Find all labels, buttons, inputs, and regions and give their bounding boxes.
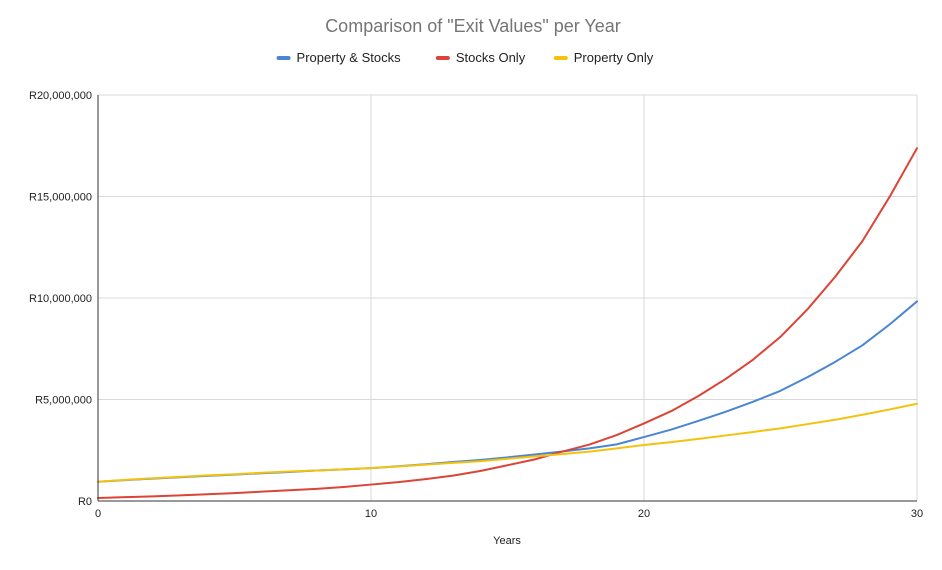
legend-item: Property & Stocks: [276, 50, 402, 65]
series-line-property-stocks: [97, 300, 918, 483]
y-axis-ticks: R0 R5,000,000 R10,000,000 R15,000,000 R20,00…: [29, 90, 92, 508]
x-tick-label: 20: [638, 508, 650, 520]
x-tick-label: 10: [365, 508, 377, 520]
series-line-property-only: [97, 402, 918, 483]
legend: Property & Stocks Stocks Only Property Onl…: [276, 50, 654, 65]
series-layer: [97, 147, 918, 499]
x-axis-label: Years: [493, 535, 521, 547]
legend-item: Property Only: [553, 50, 654, 65]
legend-label: Property & Stocks: [297, 50, 402, 65]
chart-title: Comparison of "Exit Values" per Year: [325, 16, 621, 36]
legend-item: Stocks Only: [435, 50, 526, 65]
x-axis-ticks: 0 10 20 30: [95, 508, 923, 520]
x-tick-label: 30: [911, 508, 923, 520]
y-tick-label: R5,000,000: [35, 395, 92, 407]
series-line-stocks-only: [97, 147, 918, 499]
x-tick-label: 0: [95, 508, 101, 520]
axes: [97, 95, 917, 502]
legend-label: Stocks Only: [456, 50, 526, 65]
y-tick-label: R10,000,000: [29, 293, 92, 305]
y-tick-label: R15,000,000: [29, 192, 92, 204]
y-tick-label: R20,000,000: [29, 90, 92, 102]
y-tick-label: R0: [78, 496, 92, 508]
legend-label: Property Only: [574, 50, 654, 65]
gridlines: [98, 94, 918, 501]
